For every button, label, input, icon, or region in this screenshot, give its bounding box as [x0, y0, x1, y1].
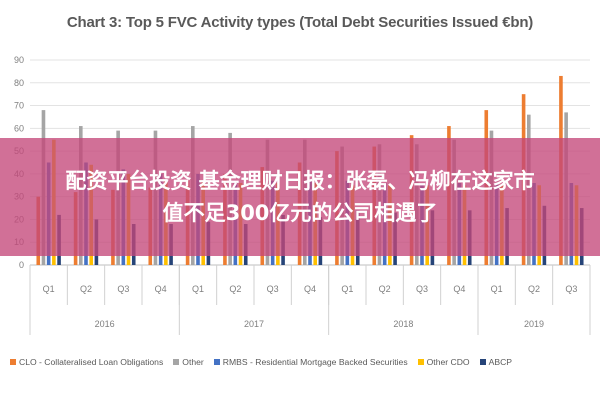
legend-label: ABCP — [488, 357, 513, 367]
x-tick-label: Q1 — [192, 284, 204, 294]
x-tick-label: Q1 — [43, 284, 55, 294]
x-tick-label: Q1 — [341, 284, 353, 294]
headline-line-2: 值不足300亿元的公司相遇了 — [162, 201, 438, 225]
x-tick-label: Q2 — [528, 284, 540, 294]
legend-swatch — [417, 359, 424, 365]
legend-label: RMBS - Residential Mortgage Backed Secur… — [222, 357, 408, 367]
x-tick-label: Q2 — [379, 284, 391, 294]
x-tick-label: Q3 — [565, 284, 577, 294]
headline-banner[interactable]: 配资平台投资 基金理财日报：张磊、冯柳在这家市 值不足300亿元的公司相遇了 — [0, 138, 600, 256]
legend-swatch — [479, 359, 486, 365]
legend-label: Other — [182, 357, 204, 367]
year-group-label: 2017 — [244, 319, 264, 329]
y-tick-label: 70 — [14, 101, 24, 111]
x-tick-label: Q4 — [155, 284, 167, 294]
x-tick-label: Q4 — [453, 284, 465, 294]
x-tick-label: Q4 — [304, 284, 316, 294]
legend-item: Other — [173, 357, 204, 367]
y-tick-label: 0 — [19, 260, 24, 270]
year-group-label: 2016 — [95, 319, 115, 329]
legend-item: Other CDO — [417, 357, 470, 367]
chart-legend: CLO - Collateralised Loan Obligations Oth… — [10, 354, 595, 370]
legend-item: CLO - Collateralised Loan Obligations — [10, 357, 163, 367]
legend-label: Other CDO — [426, 357, 470, 367]
y-tick-label: 60 — [14, 123, 24, 133]
legend-item: RMBS - Residential Mortgage Backed Secur… — [213, 357, 408, 367]
headline-line-1: 配资平台投资 基金理财日报：张磊、冯柳在这家市 — [65, 169, 535, 193]
y-tick-label: 90 — [14, 55, 24, 65]
year-group-label: 2018 — [393, 319, 413, 329]
x-tick-label: Q1 — [491, 284, 503, 294]
x-tick-label: Q2 — [80, 284, 92, 294]
legend-swatch — [10, 359, 16, 365]
legend-label: CLO - Collateralised Loan Obligations — [19, 357, 164, 367]
y-tick-label: 80 — [14, 78, 24, 88]
legend-swatch — [173, 359, 180, 365]
x-tick-label: Q3 — [117, 284, 129, 294]
legend-item: ABCP — [479, 357, 513, 367]
year-group-label: 2019 — [524, 319, 544, 329]
chart-title: Chart 3: Top 5 FVC Activity types (Total… — [66, 14, 534, 31]
x-tick-label: Q3 — [416, 284, 428, 294]
legend-swatch — [213, 359, 220, 365]
x-tick-label: Q3 — [267, 284, 279, 294]
x-tick-label: Q2 — [229, 284, 241, 294]
